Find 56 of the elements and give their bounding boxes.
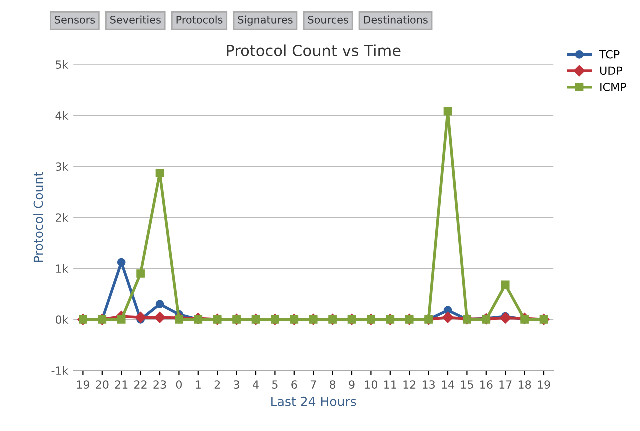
x-tick-label: 9	[349, 380, 355, 389]
point	[156, 169, 164, 178]
x-tick-label: 18	[518, 380, 532, 389]
text: Protocols	[176, 16, 223, 24]
chart-title: Protocol Count vs Time	[227, 44, 401, 57]
x-tick-label: 21	[115, 380, 128, 389]
point	[136, 270, 145, 278]
y-tick-label: 2k	[56, 213, 69, 222]
y-tick-label: 0k	[56, 315, 69, 324]
x-tick-label: 17	[500, 380, 512, 389]
x-tick-label: 1	[196, 380, 201, 389]
x-tick-label: 15	[461, 380, 474, 389]
x-tick-label: 4	[253, 380, 259, 389]
x-tick-label: 2	[214, 380, 220, 389]
x-tick-label: 20	[96, 380, 109, 389]
point	[500, 312, 512, 324]
x-tick-label: 5	[272, 380, 278, 389]
x-tick-label: 3	[234, 380, 240, 389]
y-tick-label: 5k	[56, 60, 69, 70]
point	[156, 300, 164, 309]
legend-label: UDP	[600, 66, 623, 76]
point	[117, 315, 126, 324]
x-tick-label: 7	[310, 380, 316, 389]
point	[444, 107, 452, 116]
x-tick-label: 16	[480, 380, 493, 389]
text: Destinations	[364, 16, 428, 24]
x-tick-label: 23	[154, 380, 166, 389]
text: Sensors	[55, 16, 96, 24]
x-tick-label: 14	[442, 380, 454, 389]
y-tick-label: -1k	[52, 366, 69, 375]
point	[135, 312, 146, 324]
point	[501, 280, 510, 290]
legend-label: TCP	[599, 50, 620, 59]
y-tick-label: 1k	[56, 264, 69, 273]
x-tick-label: 13	[422, 380, 435, 389]
x-tick-label: 6	[292, 380, 298, 389]
point	[117, 258, 126, 267]
point	[442, 312, 454, 324]
x-tick-label: 19	[77, 380, 90, 389]
x-tick-label: 0	[176, 380, 182, 389]
x-tick-label: 12	[404, 380, 416, 389]
legend-label: ICMP	[600, 82, 626, 92]
x-tick-label: 19	[538, 380, 550, 389]
point	[175, 315, 184, 324]
text: Signatures	[238, 16, 293, 26]
x-tick-label: 10	[365, 380, 378, 389]
text: Sources	[308, 16, 348, 24]
text: Severities	[110, 16, 161, 24]
y-tick-label: 3k	[56, 162, 69, 172]
x-tick-label: 22	[134, 380, 147, 389]
x-axis-title: Last 24 Hours	[272, 396, 356, 406]
x-tick-label: 8	[330, 380, 336, 389]
y-tick-label: 4k	[56, 111, 69, 120]
y-axis-title: Protocol Count	[34, 172, 44, 262]
point	[154, 312, 166, 324]
x-tick-label: 11	[384, 380, 396, 389]
